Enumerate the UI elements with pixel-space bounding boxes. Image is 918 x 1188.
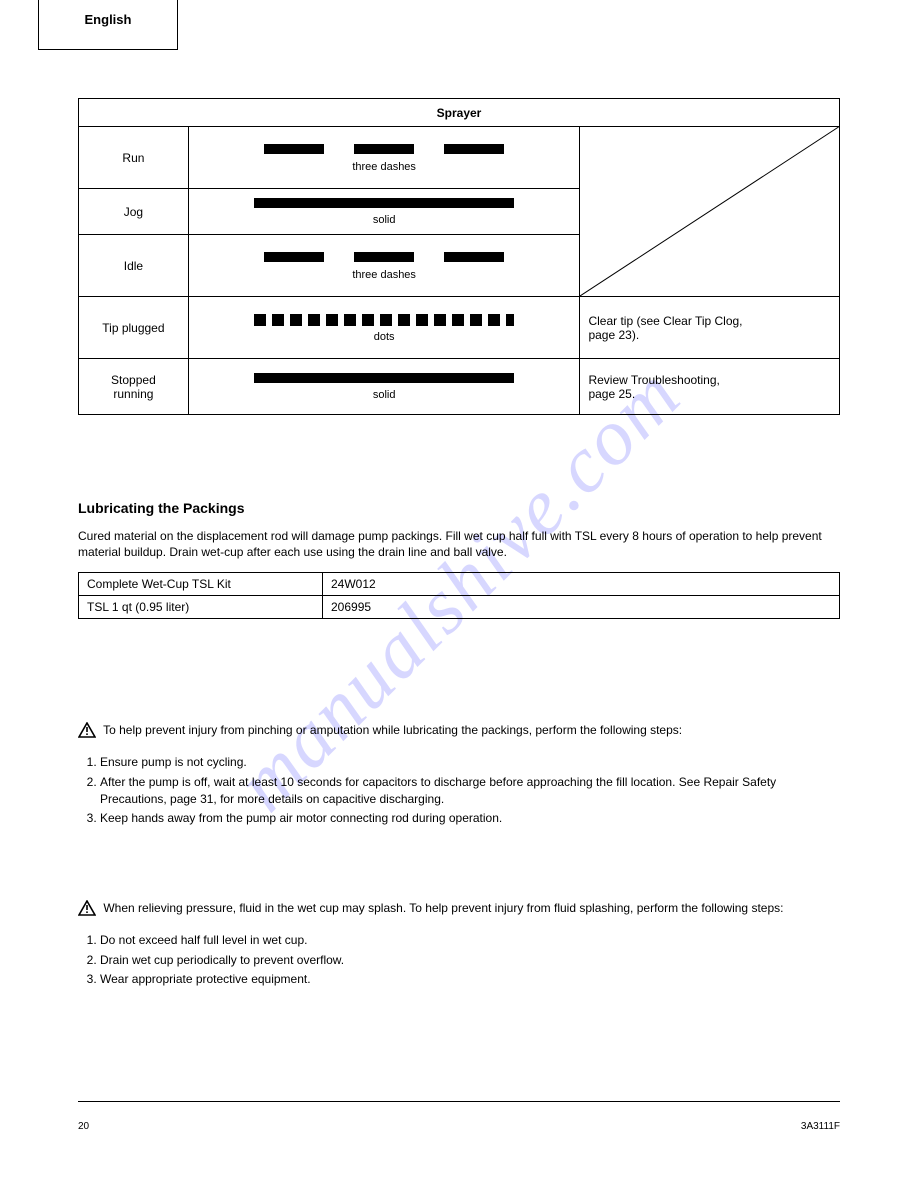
tsl-kit-table: Complete Wet-Cup TSL Kit 24W012 TSL 1 qt… <box>78 572 840 619</box>
doc-id: 3A3111F <box>801 1121 840 1132</box>
kit-number: 206995 <box>323 596 840 619</box>
warning-icon <box>78 722 96 742</box>
caution-list: Do not exceed half full level in wet cup… <box>78 932 840 988</box>
pattern-cell: solid <box>188 359 580 415</box>
warning-intro: To help prevent injury from pinching or … <box>78 722 840 742</box>
pattern-cell: three dashes <box>188 127 580 189</box>
three-dashes-icon <box>254 142 514 156</box>
pattern-cell: solid <box>188 189 580 235</box>
warning-icon <box>78 900 96 920</box>
list-item: After the pump is off, wait at least 10 … <box>100 774 840 809</box>
caution-text: When relieving pressure, fluid in the we… <box>103 901 783 915</box>
warning-list: Ensure pump is not cycling. After the pu… <box>78 754 840 828</box>
list-item: Ensure pump is not cycling. <box>100 754 840 771</box>
row-label: Jog <box>79 189 189 235</box>
solid-bar-icon <box>254 372 514 384</box>
diagonal-line-icon <box>580 127 839 296</box>
row-label: Tip plugged <box>79 297 189 359</box>
table1-header: Sprayer <box>79 99 840 127</box>
section-paragraph: Cured material on the displacement rod w… <box>78 528 840 560</box>
note-cell: Review Troubleshooting, page 25. <box>580 359 840 415</box>
kit-number: 24W012 <box>323 573 840 596</box>
row-label: Idle <box>79 235 189 297</box>
row-label: Stopped running <box>79 359 189 415</box>
warning-text: To help prevent injury from pinching or … <box>103 723 682 737</box>
page-number: 20 <box>78 1121 89 1132</box>
pattern-caption: solid <box>373 389 396 401</box>
pattern-cell: three dashes <box>188 235 580 297</box>
list-item: Drain wet cup periodically to prevent ov… <box>100 952 840 969</box>
pattern-caption: solid <box>373 214 396 226</box>
pattern-caption: three dashes <box>352 269 416 281</box>
section-title: Lubricating the Packings <box>78 500 840 516</box>
diag-cell <box>580 127 840 297</box>
language-tab: English <box>38 0 178 50</box>
pattern-caption: three dashes <box>352 161 416 173</box>
sprayer-table: Sprayer Run three dashes Jog <box>78 98 840 415</box>
dots-icon <box>254 312 514 326</box>
caution-intro: When relieving pressure, fluid in the we… <box>78 900 840 920</box>
list-item: Wear appropriate protective equipment. <box>100 971 840 988</box>
list-item: Do not exceed half full level in wet cup… <box>100 932 840 949</box>
pattern-cell: dots <box>188 297 580 359</box>
list-item: Keep hands away from the pump air motor … <box>100 810 840 827</box>
solid-bar-icon <box>254 197 514 209</box>
kit-name: TSL 1 qt (0.95 liter) <box>79 596 323 619</box>
footer-rule <box>78 1101 840 1102</box>
kit-name: Complete Wet-Cup TSL Kit <box>79 573 323 596</box>
row-label: Run <box>79 127 189 189</box>
pattern-caption: dots <box>374 331 395 343</box>
note-cell: Clear tip (see Clear Tip Clog, page 23). <box>580 297 840 359</box>
three-dashes-icon <box>254 250 514 264</box>
